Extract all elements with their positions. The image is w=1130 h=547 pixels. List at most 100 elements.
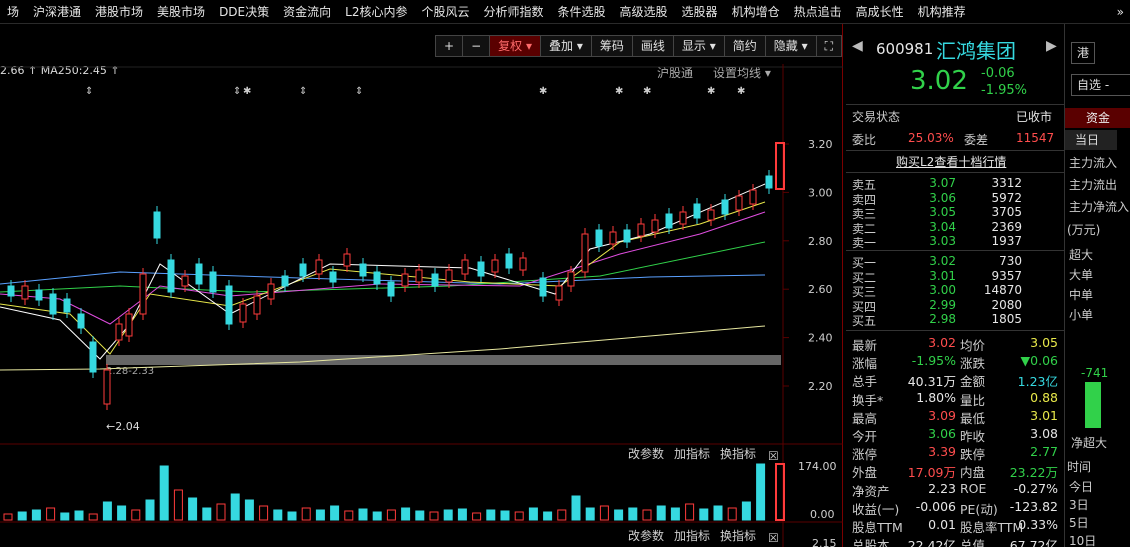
event-marker-icon[interactable]: ⇕ xyxy=(233,86,241,97)
candle-body xyxy=(167,259,175,293)
price-tick: 2.40 xyxy=(808,332,833,345)
nav-item-3[interactable]: 美股市场 xyxy=(157,4,206,19)
candle-body xyxy=(539,277,547,297)
candle-body xyxy=(595,229,603,247)
tab-today[interactable]: 当日 xyxy=(1065,130,1117,150)
nav-item-12[interactable]: 机构增仓 xyxy=(731,4,780,19)
nav-item-9[interactable]: 条件选股 xyxy=(557,4,606,19)
bid-label: 买一 xyxy=(852,256,877,270)
time-row: 10日 xyxy=(1069,534,1097,547)
volume-bar xyxy=(500,510,510,521)
prev-stock-arrow-icon[interactable]: ◀ xyxy=(852,38,863,54)
weicha-value: 11547 xyxy=(1016,131,1055,145)
candle-body xyxy=(609,231,617,245)
toolbar-button-6[interactable]: 显示 ▾ xyxy=(672,35,724,57)
volume-bar xyxy=(117,505,127,521)
event-marker-icon[interactable]: ⇕ xyxy=(299,86,307,97)
event-marker-icon[interactable]: ✱ xyxy=(737,86,745,97)
weicha-label: 委差 xyxy=(964,133,989,147)
stat-value-2: 1.23亿 xyxy=(1017,374,1058,390)
stat-label-2: 均价 xyxy=(960,338,986,353)
hugang-label[interactable]: 沪股通 xyxy=(657,66,694,80)
bid-volume: 730 xyxy=(999,254,1022,268)
size-label: 大单 xyxy=(1069,268,1094,282)
volume-tick-zero: 0.00 xyxy=(810,508,835,521)
event-marker-icon[interactable]: ✱ xyxy=(643,86,651,97)
close-panel-icon[interactable]: ☒ xyxy=(768,449,779,463)
toolbar-button-3[interactable]: 叠加 ▾ xyxy=(540,35,591,57)
toolbar-button-4[interactable]: 筹码 xyxy=(590,35,632,57)
toolbar-button-0[interactable]: + xyxy=(435,35,463,57)
nav-item-2[interactable]: 港股市场 xyxy=(95,4,144,19)
watchlist-button[interactable]: 自选 - xyxy=(1071,74,1130,96)
indicator-menu-item[interactable]: 换指标 xyxy=(720,528,756,543)
stat-label: 涨幅 xyxy=(852,356,878,372)
ma-settings-button[interactable]: 设置均线 ▾ xyxy=(713,66,771,80)
ask-volume: 2369 xyxy=(991,219,1022,234)
nav-item-10[interactable]: 高级选股 xyxy=(619,4,668,19)
nav-item-1[interactable]: 沪深港通 xyxy=(33,4,82,19)
price-tick: 2.80 xyxy=(808,235,833,248)
nav-item-15[interactable]: 机构推荐 xyxy=(917,4,966,19)
event-marker-icon[interactable]: ✱ xyxy=(243,86,251,97)
toolbar-button-5[interactable]: 画线 xyxy=(631,35,673,57)
toolbar-button-9[interactable]: ⛶ xyxy=(815,35,842,57)
bid-price: 3.00 xyxy=(929,283,956,297)
stat-label-2: PE(动) xyxy=(960,501,998,517)
toolbar-button-1[interactable]: − xyxy=(462,35,490,57)
event-marker-icon[interactable]: ⇕ xyxy=(85,86,93,97)
event-marker-icon[interactable]: ✱ xyxy=(539,86,547,97)
hk-badge[interactable]: 港 xyxy=(1071,42,1095,64)
stat-value: -0.006 xyxy=(915,498,956,514)
indicator-menu-item[interactable]: 加指标 xyxy=(674,528,710,543)
nav-item-5[interactable]: 资金流向 xyxy=(283,4,332,19)
toolbar-button-7[interactable]: 简约 xyxy=(723,35,765,57)
stat-label-2: 总值 xyxy=(960,538,986,547)
stat-value-2: 2.77 xyxy=(1030,444,1058,460)
volume-menu-item[interactable]: 换指标 xyxy=(720,446,756,461)
stat-value: 22.42亿 xyxy=(907,538,956,547)
size-label: 超大 xyxy=(1069,248,1094,262)
nav-item-8[interactable]: 分析师指数 xyxy=(483,4,544,19)
nav-item-0[interactable]: 场 xyxy=(7,4,20,19)
volume-menu-item[interactable]: 改参数 xyxy=(628,446,664,461)
bid-price: 3.01 xyxy=(929,268,956,283)
candle-body xyxy=(343,253,351,267)
event-marker-icon[interactable]: ✱ xyxy=(615,86,623,97)
volume-bar xyxy=(330,505,340,521)
nav-item-6[interactable]: L2核心内参 xyxy=(345,4,408,19)
l2-purchase-link[interactable]: 购买L2查看十档行情 xyxy=(896,155,1007,169)
nav-item-11[interactable]: 选股器 xyxy=(681,4,718,19)
volume-bar xyxy=(628,507,638,521)
candle-body xyxy=(253,295,261,315)
candle-body xyxy=(153,211,161,239)
volume-bar xyxy=(358,508,368,521)
candle-body xyxy=(115,323,123,341)
price-change: -0.06 xyxy=(981,66,1015,81)
close-panel-icon[interactable]: ☒ xyxy=(768,531,779,545)
tab-fund[interactable]: 资金 xyxy=(1065,108,1130,128)
volume-menu-item[interactable]: 加指标 xyxy=(674,446,710,461)
stat-label-2: ROE xyxy=(960,480,987,496)
nav-item-7[interactable]: 个股风云 xyxy=(421,4,470,19)
top-nav-bar: 场沪深港通 港股市场 美股市场 DDE决策 资金流向 L2核心内参 个股风云 分析师指数 条件选… xyxy=(0,0,1130,24)
ask-label: 卖五 xyxy=(852,178,877,192)
volume-bar xyxy=(528,507,538,521)
ask-label: 卖四 xyxy=(852,192,877,207)
toolbar-button-2[interactable]: 复权 ▾ xyxy=(489,35,541,57)
stat-label: 净资产 xyxy=(852,483,890,499)
kline-chart-panel[interactable]: + − 复权 ▾ 叠加 ▾ 筹码 画线 显示 ▾ 简约 隐藏 ▾ ⛶ 2.66 ↑ MA250:2… xyxy=(0,24,843,547)
stat-label-2: 最低 xyxy=(960,410,986,426)
nav-item-14[interactable]: 高成长性 xyxy=(855,4,904,19)
nav-item-13[interactable]: 热点追击 xyxy=(793,4,842,19)
toolbar-button-8[interactable]: 隐藏 ▾ xyxy=(764,35,816,57)
stat-value-2: -0.27% xyxy=(1013,480,1058,496)
more-nav-icon[interactable]: » xyxy=(1116,4,1124,19)
next-stock-arrow-icon[interactable]: ▶ xyxy=(1046,38,1057,54)
indicator-menu-item[interactable]: 改参数 xyxy=(628,528,664,543)
event-marker-icon[interactable]: ⇕ xyxy=(355,86,363,97)
price-tick: 2.60 xyxy=(808,283,833,296)
event-marker-icon[interactable]: ✱ xyxy=(707,86,715,97)
stat-value-2: 3.05 xyxy=(1030,335,1058,350)
nav-item-4[interactable]: DDE决策 xyxy=(219,4,270,19)
